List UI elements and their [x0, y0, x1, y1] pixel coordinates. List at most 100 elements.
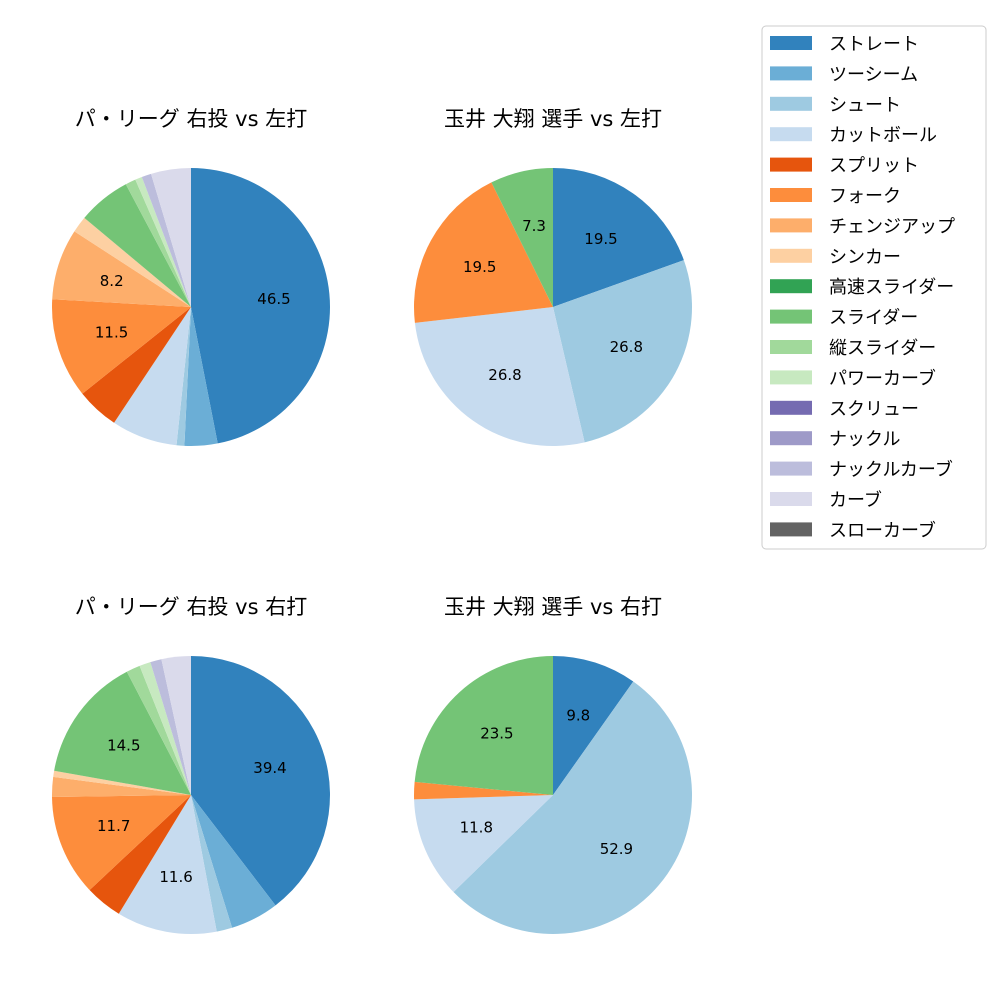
legend-swatch: [770, 66, 812, 81]
pie-slice: [51, 299, 191, 394]
legend-label: カーブ: [829, 489, 882, 511]
legend-label: シンカー: [829, 247, 901, 268]
slice-label: 11.6: [159, 868, 192, 886]
legend-entry: シュート: [770, 95, 901, 116]
pie-slice: [191, 656, 330, 906]
pie-slice: [191, 795, 233, 932]
legend-label: ツーシーム: [829, 64, 918, 85]
pie-chart: 玉井 大翔 選手 vs 左打 19.5 26.8 26.8 19.5 7.3: [413, 107, 692, 446]
slice-label: 26.8: [488, 366, 521, 384]
legend-entry: 縦スライダー: [770, 338, 936, 359]
legend-items: ストレートツーシームシュートカットボールスプリットフォークチェンジアップシンカー…: [770, 34, 955, 541]
pie-charts: パ・リーグ 右投 vs 左打 46.5 11.5 8.2 玉井 大翔 選手 vs 左打 1…: [51, 107, 693, 935]
pie-slice: [414, 781, 553, 800]
legend-label: スプリット: [829, 156, 919, 177]
legend-swatch: [770, 492, 812, 506]
pie-slice: [74, 217, 191, 307]
legend-swatch: [770, 431, 812, 446]
pie-slice: [553, 168, 684, 307]
legend-entry: 高速スライダー: [770, 277, 954, 298]
legend-swatch: [770, 127, 812, 142]
slice-label: 8.2: [100, 272, 124, 290]
legend-swatch: [770, 340, 812, 354]
legend-entry: スクリュー: [770, 399, 919, 420]
slice-label: 46.5: [257, 290, 290, 308]
slice-label: 9.8: [566, 707, 590, 725]
legend-entry: フォーク: [770, 186, 901, 207]
legend-label: チェンジアップ: [829, 216, 955, 237]
legend-label: 高速スライダー: [829, 277, 954, 298]
pie-slice: [52, 231, 192, 307]
legend-entry: スプリット: [770, 156, 919, 177]
legend-label: スローカーブ: [829, 519, 936, 541]
legend-entry: スローカーブ: [770, 519, 936, 541]
slice-label: 14.5: [107, 737, 140, 755]
pie-slice: [150, 659, 191, 795]
legend-entry: カーブ: [770, 489, 882, 511]
pie-slice: [135, 176, 191, 307]
pie-slice: [54, 671, 191, 795]
chart-title: 玉井 大翔 選手 vs 左打: [444, 107, 662, 131]
legend-entry: ツーシーム: [770, 64, 918, 85]
legend-label: フォーク: [829, 186, 901, 207]
pie-slice: [553, 656, 634, 795]
pie-slice: [114, 307, 191, 446]
pie-slice: [118, 795, 217, 935]
legend-swatch: [770, 188, 812, 202]
legend-label: スクリュー: [829, 399, 919, 420]
pie-slice: [414, 656, 553, 795]
legend-label: ナックル: [829, 429, 900, 450]
pie-slice: [84, 184, 191, 307]
pie-slice: [184, 307, 218, 446]
chart-title: 玉井 大翔 選手 vs 右打: [444, 595, 662, 619]
legend-entry: ストレート: [770, 34, 919, 55]
pie-slice: [191, 168, 331, 444]
legend-entry: スライダー: [770, 308, 918, 329]
pie-slice: [176, 307, 191, 446]
slice-label: 19.5: [584, 230, 617, 248]
pie-slice: [126, 665, 191, 795]
legend-swatch: [770, 522, 812, 537]
legend-swatch: [770, 96, 812, 111]
pie-slice: [82, 307, 191, 423]
legend-swatch: [770, 248, 812, 263]
legend-label: シュート: [829, 95, 901, 116]
pie-slice: [89, 795, 191, 914]
pie-slice: [141, 173, 191, 307]
legend-label: 縦スライダー: [829, 338, 936, 359]
legend-entry: パワーカーブ: [770, 367, 936, 389]
slice-label: 39.4: [253, 759, 286, 777]
legend-label: パワーカーブ: [829, 367, 936, 389]
chart-title: パ・リーグ 右投 vs 左打: [75, 107, 307, 131]
chart-title: パ・リーグ 右投 vs 右打: [75, 595, 307, 619]
slice-label: 11.7: [97, 817, 130, 835]
legend-label: ナックルカーブ: [829, 459, 953, 481]
pie-slice: [414, 795, 553, 893]
pie-slice: [553, 260, 692, 443]
slice-label: 11.8: [460, 819, 493, 837]
legend-swatch: [770, 36, 812, 50]
legend-swatch: [770, 157, 812, 172]
slice-label: 7.3: [522, 217, 546, 235]
legend-swatch: [770, 218, 812, 233]
legend-entry: シンカー: [770, 247, 901, 268]
pie-slice: [52, 795, 192, 891]
slice-label: 26.8: [610, 338, 643, 356]
legend: ストレートツーシームシュートカットボールスプリットフォークチェンジアップシンカー…: [761, 25, 987, 550]
slice-label: 23.5: [480, 724, 513, 742]
slice-label: 52.9: [600, 840, 633, 858]
pie-slice: [161, 656, 191, 795]
legend-swatch: [770, 461, 812, 476]
pie-slice: [414, 307, 585, 446]
pie-slice: [151, 168, 191, 307]
pie-slice: [139, 662, 191, 795]
legend-label: カットボール: [829, 125, 937, 146]
legend-label: スライダー: [829, 308, 918, 329]
pie-slice: [125, 179, 191, 307]
legend-swatch: [770, 400, 812, 415]
legend-swatch: [770, 279, 812, 294]
legend-entry: ナックル: [770, 429, 900, 450]
legend-entry: チェンジアップ: [770, 216, 955, 237]
pie-slice: [413, 182, 553, 323]
